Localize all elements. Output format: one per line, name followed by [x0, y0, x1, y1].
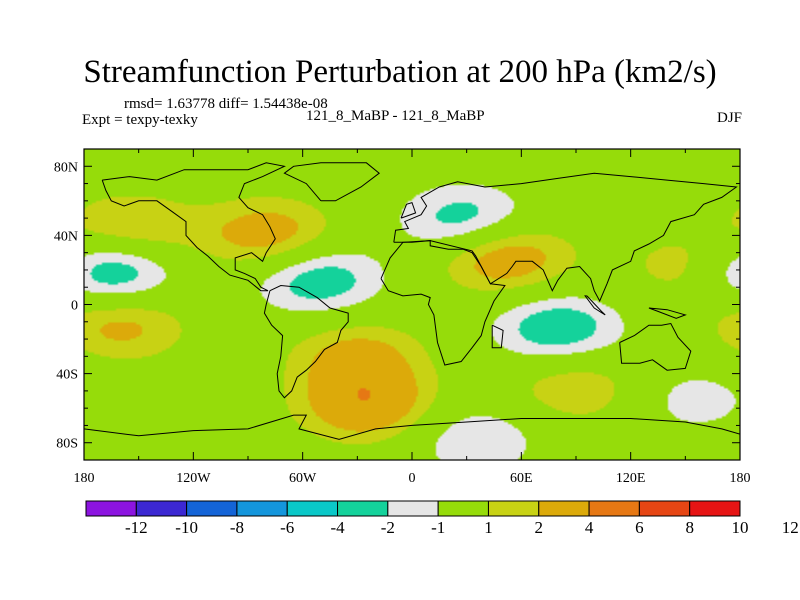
coastline-5: [619, 322, 692, 371]
x-tick-label: 120W: [176, 471, 211, 486]
colorbar-tick-label: -1: [431, 518, 445, 537]
colorbar-tick-label: -6: [280, 518, 294, 537]
colorbar-swatch: [135, 500, 188, 517]
y-tick-label: 80N: [54, 160, 78, 175]
x-tick-label: 0: [409, 471, 416, 486]
colorbar-tick-label: 6: [635, 518, 644, 537]
colorbar-tick-label: -12: [125, 518, 148, 537]
colorbar-swatch: [337, 500, 389, 517]
colorbar: -12 -10 -8 -6 -4 -2 -1 1 2 4 6 8 10 12: [85, 500, 799, 537]
coastline-8: [648, 307, 687, 319]
x-tick-label: 60W: [289, 471, 317, 486]
colorbar-swatch: [85, 500, 137, 517]
coastline-4: [380, 240, 506, 366]
season-label: DJF: [716, 110, 742, 126]
colorbar-swatch: [387, 500, 439, 517]
coastline-9: [491, 324, 504, 349]
colorbar-swatch: [689, 500, 741, 517]
coastline-2: [283, 162, 381, 202]
x-tick-label: 180: [730, 471, 751, 486]
coastline-6: [84, 414, 740, 460]
coastline-1: [263, 284, 349, 399]
colorbar-tick-label: -2: [381, 518, 395, 537]
colorbar-tick-label: -10: [175, 518, 198, 537]
y-tick-label: 40N: [54, 229, 78, 244]
x-tick-label: 120E: [616, 471, 646, 486]
colorbar-tick-label: 1: [484, 518, 493, 537]
chart-title: Streamfunction Perturbation at 200 hPa (…: [83, 54, 717, 90]
colorbar-tick-label: -4: [330, 518, 345, 537]
y-tick-label: 0: [71, 299, 78, 314]
stats-label: rmsd= 1.63778 diff= 1.54438e-08: [124, 96, 328, 112]
x-tick-label: 60E: [510, 471, 533, 486]
colorbar-swatch: [638, 500, 691, 517]
colorbar-swatch: [437, 500, 489, 517]
experiment-label: Expt = texpy-texky: [82, 112, 198, 128]
anomaly-field: [84, 149, 740, 460]
colorbar-swatch: [286, 500, 339, 517]
coastline-10: [400, 201, 417, 219]
colorbar-swatch: [538, 500, 590, 517]
coastlines: [84, 162, 740, 460]
colorbar-tick-label: 12: [782, 518, 799, 537]
colorbar-swatch: [588, 500, 640, 517]
colorbar-tick-label: -8: [230, 518, 244, 537]
coastline-7: [584, 295, 606, 316]
coastline-0: [101, 162, 286, 292]
center-label: 121_8_MaBP - 121_8_MaBP: [306, 108, 485, 124]
colorbar-swatch: [186, 500, 238, 517]
y-tick-label: 40S: [56, 368, 78, 383]
colorbar-tick-label: 10: [732, 518, 749, 537]
y-tick-label: 80S: [56, 437, 78, 452]
colorbar-tick-label: 4: [585, 518, 594, 537]
colorbar-swatch: [236, 500, 288, 517]
axes: 180 120W 60W 0 60E 120E 180 80N 40N 0 40S 80S: [54, 149, 751, 486]
colorbar-tick-label: 8: [685, 518, 694, 537]
colorbar-tick-label: 2: [535, 518, 544, 537]
colorbar-swatch: [487, 500, 540, 517]
x-tick-label: 180: [74, 471, 95, 486]
